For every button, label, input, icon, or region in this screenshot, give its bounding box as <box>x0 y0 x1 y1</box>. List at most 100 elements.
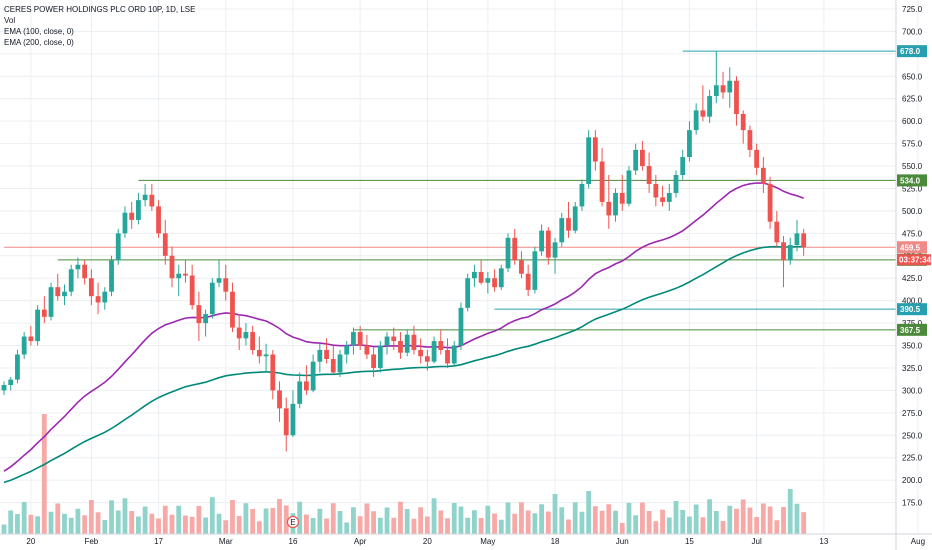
price-level-badge <box>897 303 927 316</box>
candle-body <box>149 194 155 207</box>
candle-body <box>183 273 188 276</box>
candle-body <box>115 233 121 261</box>
legend-ema-200[interactable]: EMA (200, close, 0) <box>4 38 74 47</box>
volume-bar <box>15 514 20 534</box>
event-marker-icon <box>286 515 300 529</box>
volume-bar <box>485 505 491 534</box>
legend-symbol[interactable]: CERES POWER HOLDINGS PLC ORD 10P, 1D, LS… <box>4 5 196 14</box>
y-tick-label: 425.0 <box>902 274 923 283</box>
volume-bar <box>727 505 733 534</box>
y-tick-label: 250.0 <box>902 431 923 440</box>
volume-bar <box>431 498 437 534</box>
candle-body <box>411 334 417 351</box>
volume-bar <box>189 516 195 534</box>
price-level-label: 534.0 <box>900 176 921 185</box>
volume-bar <box>183 515 188 534</box>
candle-body <box>465 278 471 308</box>
volume-bar <box>465 517 471 534</box>
candle-body <box>747 130 753 150</box>
candle-body <box>102 291 108 303</box>
candle-body <box>404 334 410 353</box>
volume-bar <box>162 505 168 534</box>
volume-bar <box>404 509 410 534</box>
volume-bar <box>142 506 148 534</box>
candle-body <box>472 271 477 279</box>
volume-bar <box>109 500 114 534</box>
volume-bar <box>337 511 343 534</box>
volume-bar <box>472 510 477 534</box>
volume-bar <box>801 512 807 534</box>
candle-body <box>418 350 424 357</box>
volume-bar <box>95 512 101 534</box>
volume-bar <box>324 518 329 534</box>
volume-bar <box>781 507 786 534</box>
volume-bar <box>196 506 202 534</box>
volume-bar <box>304 514 309 534</box>
volume-bar <box>297 501 303 534</box>
volume-bar <box>640 502 645 534</box>
volume-bar <box>277 499 282 534</box>
legend-ema-100[interactable]: EMA (100, close, 0) <box>4 27 74 36</box>
x-tick-label: Mar <box>219 537 233 546</box>
x-tick-label: Apr <box>354 537 367 546</box>
x-tick-label: 18 <box>551 537 560 546</box>
candle-body <box>727 80 733 93</box>
candle-body <box>377 345 383 368</box>
candle-body <box>129 212 135 220</box>
volume-bar <box>176 505 182 534</box>
candle-body <box>216 278 222 283</box>
candle-body <box>203 314 208 324</box>
candle-body <box>700 110 706 117</box>
y-tick-label: 350.0 <box>902 342 923 351</box>
volume-bar <box>418 507 424 534</box>
candle-body <box>458 307 464 346</box>
candle-body <box>545 230 551 258</box>
legend-volume[interactable]: Vol <box>4 16 16 25</box>
y-tick-label: 525.0 <box>902 184 923 193</box>
volume-bar <box>700 517 706 534</box>
volume-bar <box>149 513 155 534</box>
candle-body <box>687 130 692 158</box>
candle-body <box>209 282 215 315</box>
y-tick-label: 625.0 <box>902 95 923 104</box>
candle-body <box>250 332 256 351</box>
ema-100-line <box>3 182 804 472</box>
candle-body <box>438 341 444 351</box>
price-level-badge <box>897 241 927 254</box>
candle-body <box>330 358 336 373</box>
candle-body <box>297 381 303 404</box>
volume-bar <box>377 517 383 534</box>
volume-bar <box>156 518 161 534</box>
candle-body <box>505 237 511 269</box>
volume-bar <box>68 517 74 534</box>
volume-bar <box>693 504 699 534</box>
y-tick-label: 475.0 <box>902 229 923 238</box>
volume-bar <box>384 507 390 534</box>
candle-body <box>451 345 457 364</box>
volume-bar <box>250 509 256 534</box>
volume-bar <box>572 502 578 534</box>
candle-body <box>176 273 182 279</box>
candle-body <box>539 230 544 252</box>
candle-body <box>263 354 269 357</box>
candle-body <box>357 332 363 346</box>
volume-bar <box>263 508 269 534</box>
y-tick-label: 550.0 <box>902 162 923 171</box>
volume-bar <box>619 523 625 534</box>
candle-body <box>398 341 403 353</box>
volume-bar <box>424 516 430 534</box>
candle-body <box>707 96 712 117</box>
y-tick-label: 200.0 <box>902 476 923 485</box>
volume-bar <box>713 511 719 534</box>
chart-legend: CERES POWER HOLDINGS PLC ORD 10P, 1D, LS… <box>4 4 195 48</box>
candle-body <box>787 245 793 261</box>
candle-body <box>801 233 807 248</box>
y-tick-label: 175.0 <box>902 499 923 508</box>
candle-body <box>626 170 632 204</box>
volume-bar <box>216 513 222 534</box>
volume-bar <box>606 504 612 534</box>
volume-bar <box>115 510 121 534</box>
candle-body <box>666 192 672 202</box>
volume-bar <box>169 514 175 534</box>
